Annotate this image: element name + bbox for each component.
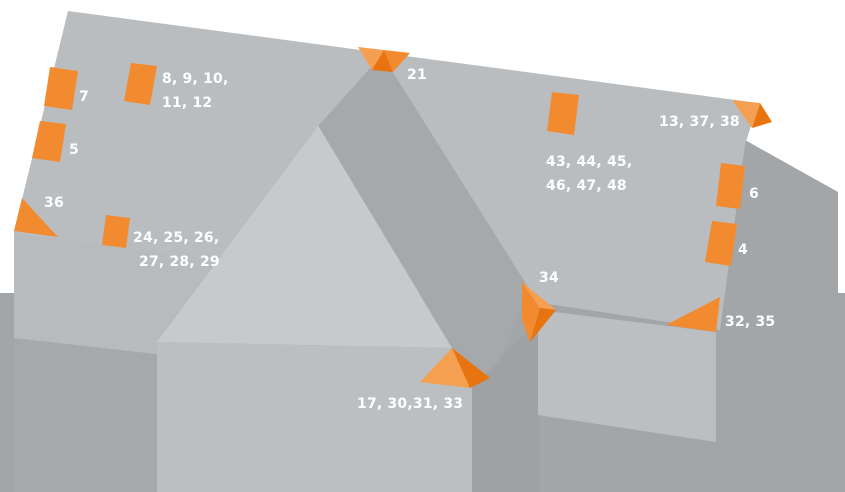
vent-34-left <box>522 282 540 342</box>
label-vent-4: 4 <box>738 242 748 258</box>
front-gable-wall-side <box>472 318 540 492</box>
vent-21-center <box>372 50 393 72</box>
label-vent-8-line2: 11, 12 <box>162 95 213 111</box>
vent-6 <box>716 163 745 209</box>
vent-32-35 <box>666 297 720 332</box>
vent-17-right <box>452 348 490 388</box>
roof-valley-shade <box>318 55 530 380</box>
vent-36 <box>14 198 58 237</box>
front-gable-face <box>157 126 452 348</box>
vent-5 <box>32 121 66 162</box>
vent-21-left <box>358 47 384 70</box>
label-vent-24-line1: 24, 25, 26, <box>133 230 220 246</box>
label-vent-17-30-31-33: 17, 30,31, 33 <box>357 396 464 412</box>
label-vent-34: 34 <box>539 270 559 286</box>
vent-21-right <box>384 50 410 72</box>
vent-34-right <box>530 308 556 342</box>
label-vent-36: 36 <box>44 195 64 211</box>
label-vent-8-line1: 8, 9, 10, <box>162 71 229 87</box>
label-vent-13-37-38: 13, 37, 38 <box>659 114 740 130</box>
label-vent-32-35: 32, 35 <box>725 314 776 330</box>
vent-13-top <box>732 100 760 128</box>
vent-24-29 <box>102 215 130 248</box>
label-vent-43-line2: 46, 47, 48 <box>546 178 627 194</box>
label-vent-6: 6 <box>749 186 759 202</box>
right-end-wall <box>716 140 838 492</box>
label-vent-24-line2: 27, 28, 29 <box>139 254 220 270</box>
vent-8-12 <box>124 63 157 105</box>
label-vent-7: 7 <box>79 89 89 105</box>
label-vent-43-line1: 43, 44, 45, <box>546 154 633 170</box>
label-vent-5: 5 <box>69 142 79 158</box>
vent-34-top <box>522 282 556 310</box>
vent-7 <box>44 67 78 110</box>
label-vent-21: 21 <box>407 67 427 83</box>
vent-43-48 <box>547 92 579 135</box>
front-gable-wall <box>157 342 472 492</box>
vent-13-side <box>752 103 772 128</box>
right-dormer-wall <box>538 310 716 442</box>
vent-17-left <box>420 348 470 388</box>
vent-4 <box>705 221 737 266</box>
